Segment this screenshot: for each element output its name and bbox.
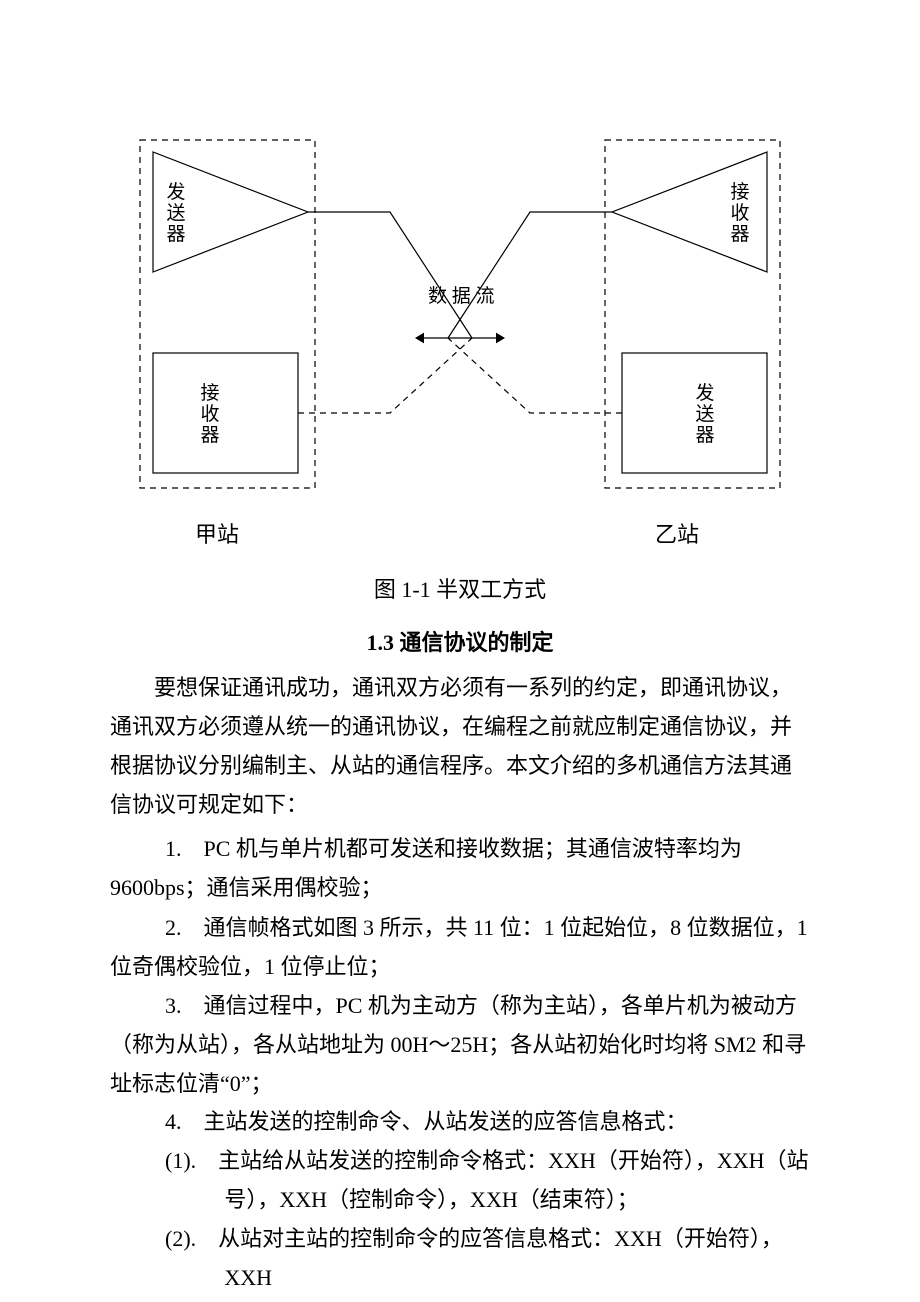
diagram-half-duplex: 数 据 流 发送器 接收器 接收器 发送器: [0, 0, 920, 560]
signal-line-bottom-right: [448, 338, 622, 413]
data-flow-label: 数 据 流: [428, 285, 495, 307]
sublist-item-2: (2). 从站对主站的控制命令的应答信息格式：XXH（开始符），XXH: [110, 1219, 810, 1297]
station-b-box: [605, 140, 780, 488]
list-item-1: 1. PC 机与单片机都可发送和接收数据；其通信波特率均为 9600bps；通信…: [110, 829, 810, 907]
intro-paragraph: 要想保证通讯成功，通讯双方必须有一系列的约定，即通讯协议，通讯双方必须遵从统一的…: [110, 668, 810, 824]
station-a-label: 甲站: [195, 517, 239, 549]
diagram-svg: 数 据 流: [0, 0, 920, 500]
station-b-label: 乙站: [655, 517, 699, 549]
list-item-2-text: 2. 通信帧格式如图 3 所示，共 11 位：1 位起始位，8 位数据位，1 位…: [110, 908, 810, 986]
station-a-transmitter-label: 发送器: [166, 182, 186, 245]
figure-caption: 图 1-1 半双工方式: [0, 572, 920, 604]
station-b-transmitter-label: 发送器: [695, 383, 715, 446]
list-item-4: 4. 主站发送的控制命令、从站发送的应答信息格式：: [110, 1102, 810, 1141]
data-flow-arrow-right-head: [496, 333, 505, 344]
station-a-receiver: [153, 353, 298, 473]
station-b-receiver-label: 接收器: [730, 182, 750, 245]
signal-line-top-left: [308, 212, 472, 338]
list-item-3-text: 3. 通信过程中，PC 机为主动方（称为主站），各单片机为被动方（称为从站），各…: [110, 986, 810, 1103]
list-item-2: 2. 通信帧格式如图 3 所示，共 11 位：1 位起始位，8 位数据位，1 位…: [110, 908, 810, 986]
sublist-item-1: (1). 主站给从站发送的控制命令格式：XXH（开始符），XXH（站号），XXH…: [110, 1141, 810, 1219]
signal-line-bottom-left: [298, 338, 472, 413]
list-item-3: 3. 通信过程中，PC 机为主动方（称为主站），各单片机为被动方（称为从站），各…: [110, 986, 810, 1103]
sublist-item-2-text: (2). 从站对主站的控制命令的应答信息格式：XXH（开始符），XXH: [110, 1219, 810, 1297]
page: 数 据 流 发送器 接收器 接收器 发送器 甲站 乙站 图 1-1 半双工方式 …: [0, 0, 920, 1302]
station-a-receiver-label: 接收器: [200, 383, 220, 446]
data-flow-arrow-left-head: [415, 333, 424, 344]
sublist-item-1-text: (1). 主站给从站发送的控制命令格式：XXH（开始符），XXH（站号），XXH…: [110, 1141, 810, 1219]
signal-line-top-right: [448, 212, 612, 338]
list-item-1-text: 1. PC 机与单片机都可发送和接收数据；其通信波特率均为 9600bps；通信…: [110, 829, 810, 907]
list-item-4-text: 4. 主站发送的控制命令、从站发送的应答信息格式：: [110, 1102, 810, 1141]
section-heading: 1.3 通信协议的制定: [0, 625, 920, 657]
